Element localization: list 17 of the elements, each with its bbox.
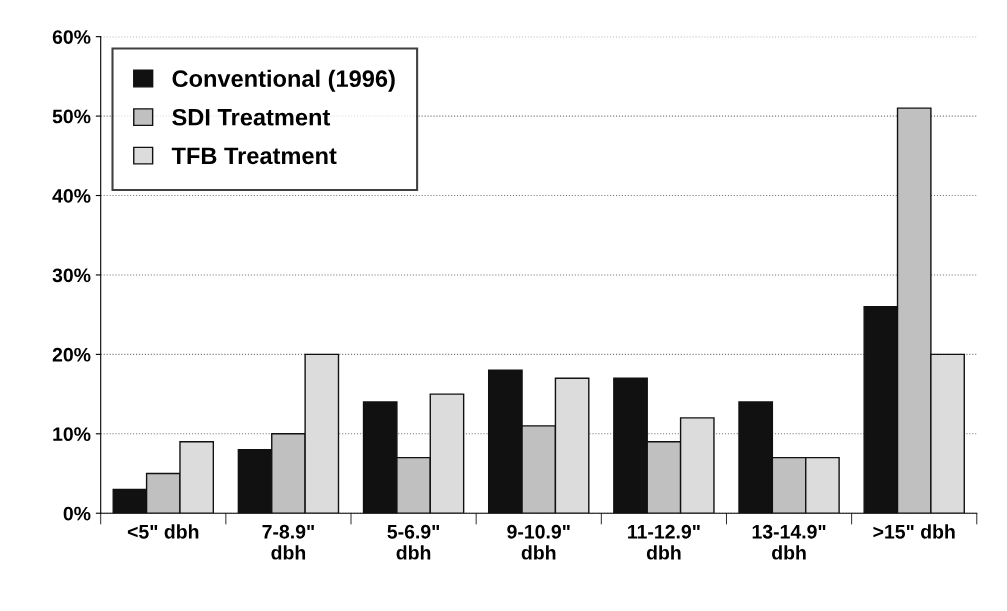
y-tick-label: 20% <box>52 347 91 362</box>
legend-label: Conventional (1996) <box>172 69 395 92</box>
y-tick-label: 30% <box>52 268 91 283</box>
y-tick-label: 50% <box>52 109 91 124</box>
x-tick-label: 11-12.9" dbh <box>628 524 700 560</box>
x-tick-label: 5-6.9" dbh <box>387 524 440 560</box>
y-tick-label: 40% <box>52 188 91 203</box>
x-tick-label: 9-10.9" dbh <box>507 524 570 560</box>
legend-label: TFB Treatment <box>171 147 337 165</box>
x-tick-label: >15" dbh <box>873 524 955 539</box>
legend-label: SDI Treatment <box>172 108 331 126</box>
y-tick-label: 0% <box>63 506 91 521</box>
x-tick-label: <5" dbh <box>127 524 199 539</box>
x-tick-label: 7-8.9" dbh <box>262 524 314 560</box>
x-tick-label: 13-14.9" dbh <box>752 524 826 560</box>
y-tick-label: 10% <box>53 427 91 442</box>
y-tick-label: 60% <box>52 30 91 44</box>
